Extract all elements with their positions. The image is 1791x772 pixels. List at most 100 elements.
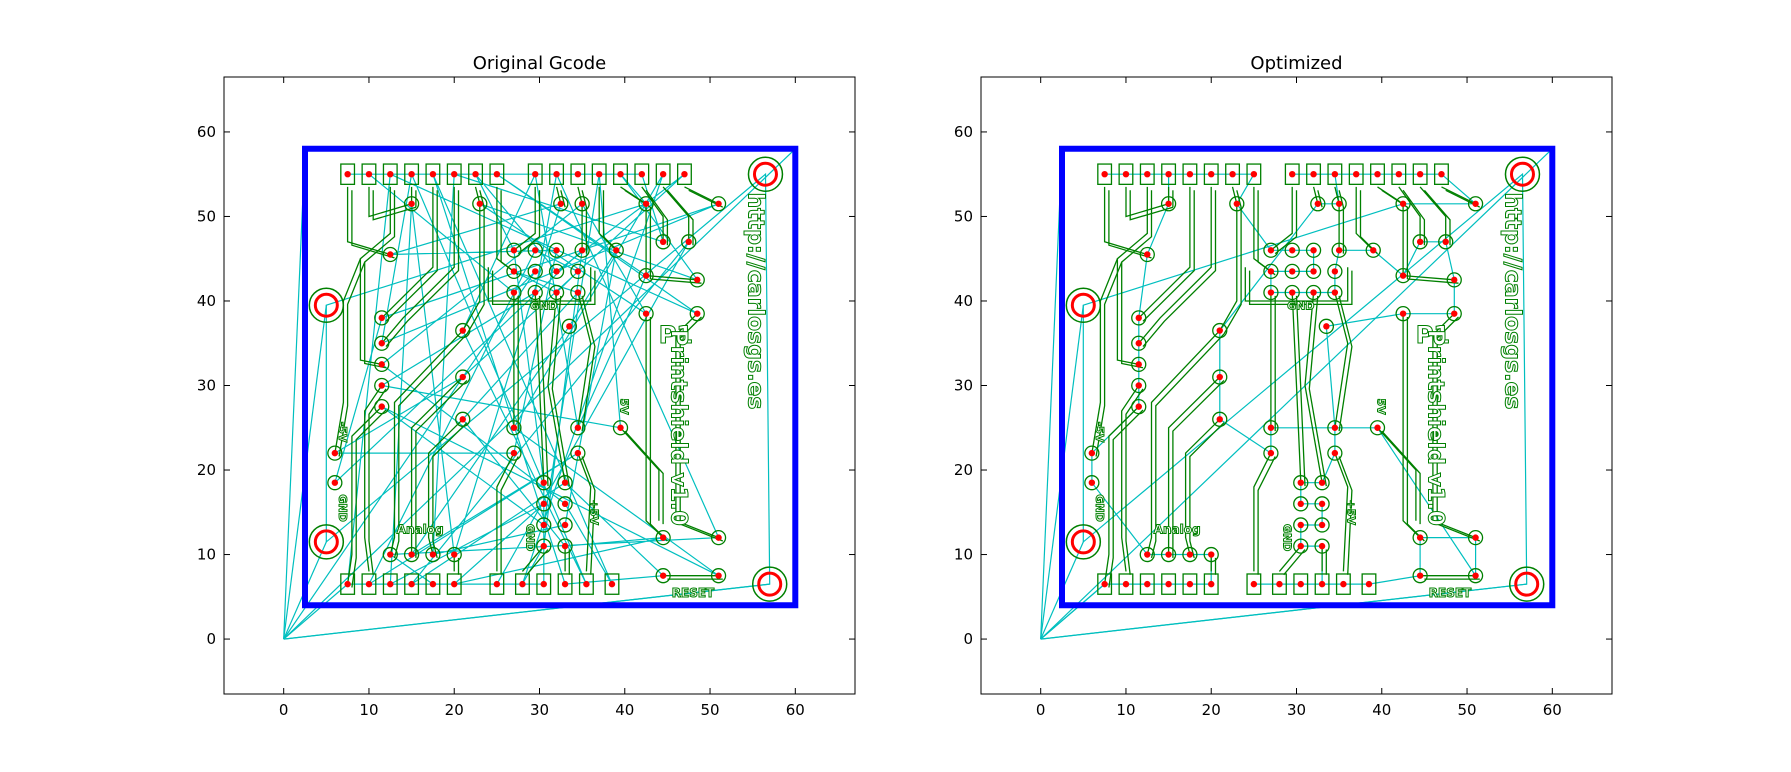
header-pad — [1203, 163, 1219, 185]
drill-hole — [1144, 251, 1151, 258]
drill-hole — [1352, 170, 1360, 178]
trace — [1304, 292, 1323, 483]
header-pad — [1293, 573, 1309, 595]
copper-traces-optimized — [1084, 163, 1484, 595]
drill-hole — [1310, 170, 1317, 178]
copper-traces-original — [327, 163, 727, 595]
board-outline-optimized — [1059, 145, 1556, 609]
mounting-hole — [757, 571, 783, 597]
via-pad — [536, 517, 552, 533]
silkscreen-label: Analog — [1154, 522, 1201, 536]
y-tick-label: 60 — [954, 123, 973, 141]
drill-hole — [1101, 170, 1108, 178]
trace — [581, 295, 596, 432]
drill-hole — [1135, 382, 1142, 389]
drill-hole — [365, 580, 373, 588]
silkscreen-label: -5V — [336, 422, 349, 443]
trace — [1189, 422, 1225, 559]
via-pad — [527, 242, 543, 258]
trace — [620, 427, 660, 521]
trace — [496, 452, 515, 572]
header-pad — [536, 573, 552, 595]
trace — [521, 545, 545, 572]
drill-hole — [1323, 323, 1330, 330]
drill-hole — [574, 449, 582, 457]
drill-holes-original — [308, 156, 788, 602]
drill-hole — [1331, 289, 1339, 296]
drill-hole — [1416, 170, 1424, 178]
header-pad — [1097, 573, 1113, 595]
mounting-hole — [1514, 571, 1540, 597]
drill-hole — [1318, 542, 1326, 550]
trace — [645, 189, 669, 246]
trace — [1253, 452, 1272, 572]
header-pad — [1139, 163, 1155, 185]
trace — [1172, 379, 1225, 558]
x-tick-label: 40 — [615, 701, 634, 719]
header-pad — [1327, 163, 1343, 185]
via-pad — [536, 496, 552, 512]
header-pad — [676, 163, 692, 185]
trace — [598, 186, 617, 251]
drill-hole — [1472, 572, 1479, 579]
travel-line — [1040, 148, 1063, 640]
trace — [577, 292, 592, 428]
trace — [534, 292, 545, 483]
trace — [560, 190, 566, 208]
trace — [684, 186, 719, 205]
trace — [385, 190, 460, 348]
mounting-hole-pad — [1504, 156, 1541, 192]
via-pad — [1369, 420, 1386, 436]
drill-hole — [1451, 310, 1458, 317]
silkscreen-label: +5V — [1345, 500, 1358, 526]
drill-hole — [493, 170, 501, 178]
drill-hole — [510, 247, 518, 254]
travel-line — [1040, 583, 1106, 640]
via-pad — [1365, 242, 1381, 258]
header-pad — [514, 573, 530, 595]
via-pad — [1293, 538, 1309, 554]
trace — [462, 186, 481, 331]
drill-hole — [574, 289, 582, 296]
via-pad — [1263, 445, 1279, 461]
drill-hole — [1267, 424, 1275, 431]
drill-hole — [387, 580, 394, 588]
mounting-hole — [1070, 529, 1096, 555]
trace — [1334, 292, 1349, 428]
header-pad — [1314, 573, 1330, 595]
silkscreen-label: Printshield v1.0 — [1423, 330, 1448, 526]
header-pad — [446, 573, 462, 595]
via-pad — [1314, 496, 1330, 512]
y-tick-label: 30 — [954, 377, 973, 395]
via-pad — [327, 475, 343, 491]
drill-hole — [1289, 289, 1296, 296]
trace — [1142, 190, 1217, 348]
drill-hole — [715, 534, 722, 541]
via-pad — [506, 242, 522, 258]
trace — [679, 316, 724, 542]
x-tick-label: 60 — [786, 701, 805, 719]
drill-hole — [566, 323, 573, 330]
travel-line — [283, 583, 770, 640]
y-tick-label: 10 — [954, 546, 973, 564]
trace — [1138, 186, 1212, 344]
drill-hole — [1165, 580, 1172, 588]
trace — [351, 409, 387, 588]
via-pad — [557, 517, 573, 533]
drill-hole — [378, 403, 385, 410]
drill-hole — [1314, 200, 1322, 207]
via-pad — [710, 196, 727, 212]
trace — [624, 430, 664, 525]
trace — [577, 452, 592, 572]
drill-hole — [378, 340, 385, 347]
header-pad — [1203, 573, 1219, 595]
drill-hole — [1165, 551, 1172, 558]
drill-hole — [553, 268, 560, 275]
x-tick-label: 30 — [1287, 701, 1306, 719]
drill-hole — [553, 247, 560, 254]
mounting-hole — [1070, 292, 1096, 318]
panel-title-optimized: Optimized — [1250, 53, 1342, 74]
drill-hole — [540, 580, 547, 588]
